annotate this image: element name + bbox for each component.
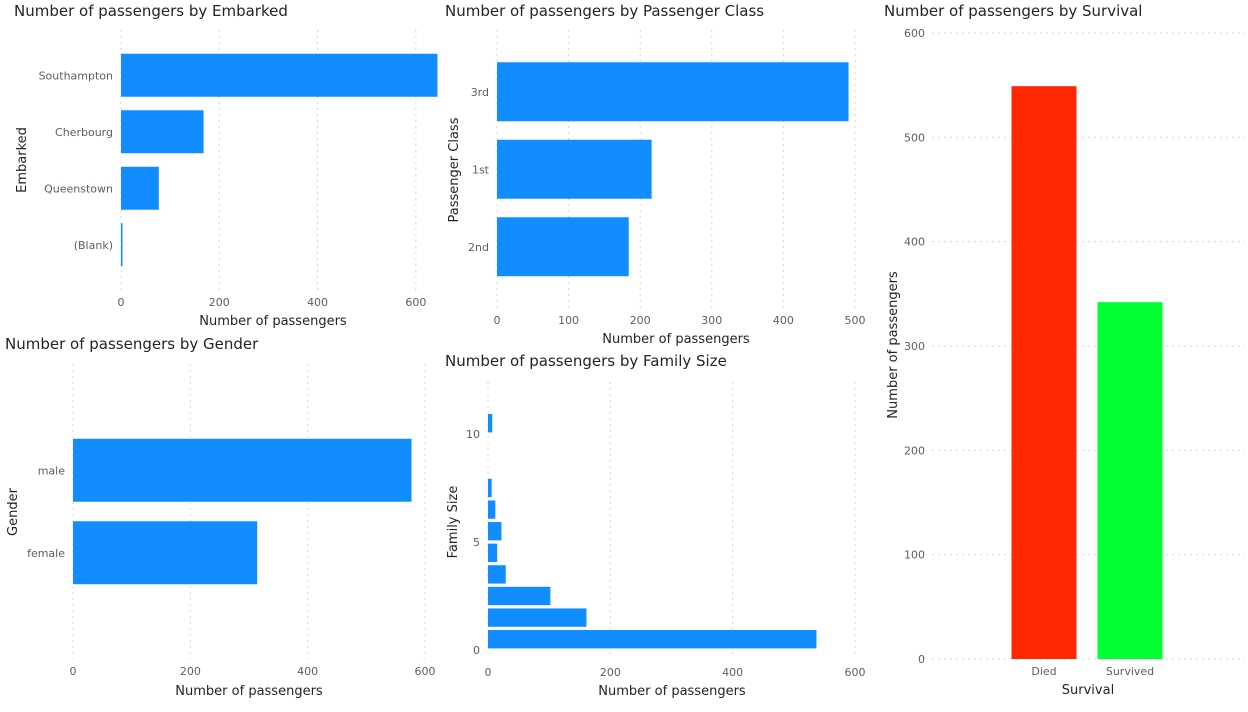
survival-plot: 0 100 200 300 400 500 600 Died Survived Survival N… [886, 27, 1245, 698]
x-axis-label: Number of passengers [598, 684, 746, 699]
chart-title: Number of passengers by Passenger Class [445, 2, 765, 20]
x-tick-label: 400 [307, 296, 328, 309]
y-tick-label: 3rd [471, 86, 489, 99]
y-tick-label: Queenstown [44, 182, 113, 195]
bar [488, 586, 551, 606]
x-tick-label: 400 [722, 666, 743, 679]
bar [488, 500, 496, 519]
bar [488, 522, 502, 541]
x-axis-label: Survival [1062, 683, 1114, 698]
x-tick-label: 500 [845, 314, 866, 327]
y-tick-label: male [38, 464, 66, 477]
bar [488, 414, 493, 433]
y-tick-label: Southampton [39, 69, 113, 82]
bar [497, 217, 629, 277]
x-tick-label: Died [1031, 665, 1056, 678]
family-plot: 0 200 400 600 0 5 10 Number of passengers Family… [446, 382, 866, 699]
x-tick-label: 400 [297, 665, 318, 678]
y-tick-label: 300 [904, 340, 925, 353]
y-tick-label: 0 [473, 644, 480, 657]
y-tick-label: 500 [904, 131, 925, 144]
embarked-plot: 0 200 400 600 Southampton Cherbourg Queenstown… [15, 30, 438, 329]
x-tick-label: 0 [494, 314, 501, 327]
x-tick-label: 300 [701, 314, 722, 327]
pclass-plot: 0 100 200 300 400 500 3rd 1st 2nd Number of passe… [447, 30, 866, 347]
bar [497, 62, 849, 122]
y-tick-label: 200 [904, 444, 925, 457]
x-tick-label: 100 [558, 314, 579, 327]
x-tick-label: 200 [180, 665, 201, 678]
x-axis-label: Number of passengers [199, 314, 347, 329]
y-axis-label: Family Size [446, 486, 461, 559]
y-tick-label: 100 [904, 549, 925, 562]
chart-title: Number of passengers by Family Size [445, 352, 727, 370]
bar [121, 53, 438, 97]
bar [488, 630, 817, 649]
bar [488, 543, 498, 562]
survival-chart: Number of passengers by Survival 0 100 200… [870, 0, 1248, 712]
gender-plot: 0 200 400 600 male female Number of passengers… [6, 364, 436, 699]
x-axis-label: Number of passengers [602, 332, 750, 347]
y-tick-label: female [27, 547, 65, 560]
bar [121, 166, 159, 210]
gender-chart: Number of passengers by Gender 0 200 400 60… [0, 334, 440, 712]
y-tick-label: 0 [918, 653, 925, 666]
x-tick-label: 600 [405, 296, 426, 309]
x-tick-label: Survived [1106, 665, 1154, 678]
bar [488, 608, 587, 627]
y-axis-label: Gender [6, 487, 21, 536]
x-tick-label: 400 [773, 314, 794, 327]
bar [1011, 86, 1077, 659]
family-chart: Number of passengers by Family Size 0 200… [430, 352, 870, 712]
x-tick-label: 200 [209, 296, 230, 309]
y-axis-label: Embarked [15, 127, 30, 193]
bar [1097, 302, 1163, 659]
bar [488, 478, 492, 498]
y-tick-label: 2nd [468, 241, 489, 254]
x-axis-label: Number of passengers [175, 684, 323, 699]
chart-title: Number of passengers by Survival [884, 2, 1143, 20]
y-tick-label: (Blank) [74, 239, 113, 252]
x-tick-label: 0 [70, 665, 77, 678]
x-tick-label: 200 [600, 666, 621, 679]
x-tick-label: 0 [485, 666, 492, 679]
bar [497, 139, 652, 199]
chart-title: Number of passengers by Gender [5, 335, 259, 353]
y-tick-label: 400 [904, 236, 925, 249]
y-tick-label: 1st [472, 163, 490, 176]
x-tick-label: 200 [630, 314, 651, 327]
y-axis-label: Passenger Class [447, 117, 462, 222]
bar [488, 565, 506, 584]
chart-title: Number of passengers by Embarked [14, 2, 288, 20]
bar [73, 521, 258, 585]
x-tick-label: 600 [415, 665, 436, 678]
y-tick-label: 10 [466, 428, 480, 441]
bar [73, 438, 412, 502]
x-tick-label: 600 [845, 666, 866, 679]
embarked-chart: Number of passengers by Embarked 0 200 400… [0, 0, 438, 335]
y-tick-label: Cherbourg [55, 126, 113, 139]
y-axis-label: Number of passengers [886, 271, 901, 419]
y-tick-label: 5 [473, 536, 480, 549]
x-tick-label: 0 [118, 296, 125, 309]
bar [121, 110, 204, 154]
bar [121, 223, 123, 267]
y-tick-label: 600 [904, 27, 925, 40]
pclass-chart: Number of passengers by Passenger Class … [430, 0, 870, 350]
